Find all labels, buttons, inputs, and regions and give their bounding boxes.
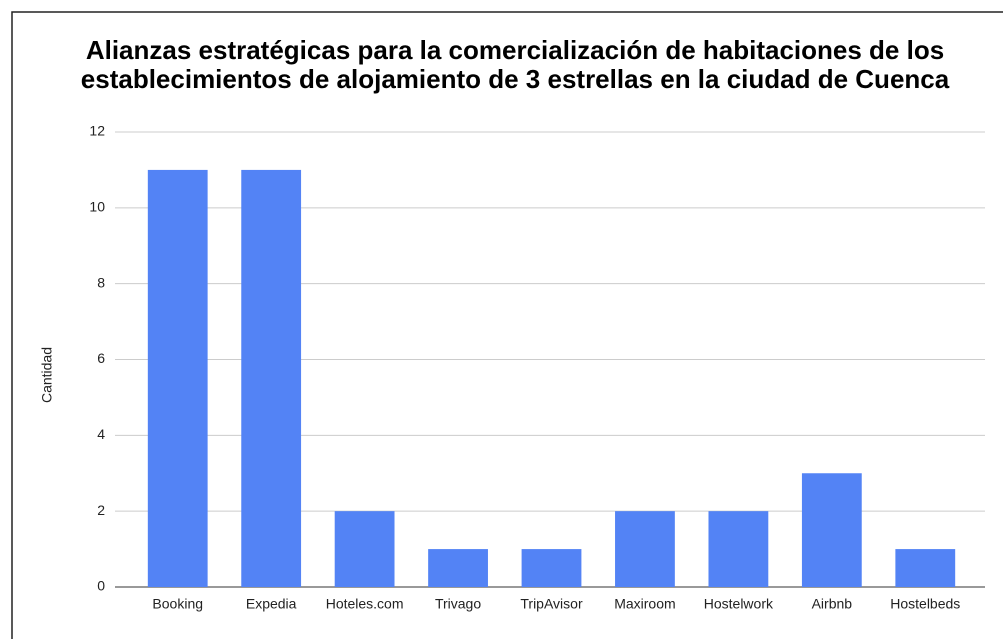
bar (521, 549, 582, 587)
x-tick-label: Booking (152, 596, 203, 612)
y-tick-label: 2 (97, 502, 105, 518)
y-tick-label: 0 (97, 578, 105, 594)
bar (334, 511, 395, 587)
x-tick-label: Hostelbeds (890, 596, 960, 612)
bar (241, 169, 302, 587)
x-tick-label: Expedia (246, 596, 297, 612)
chart-title: Alianzas estratégicas para la comerciali… (80, 35, 950, 94)
y-tick-label: 12 (89, 123, 105, 139)
bar (708, 511, 769, 587)
bar (895, 549, 956, 587)
y-tick-label: 8 (97, 274, 105, 290)
x-tick-label: Maxiroom (614, 596, 675, 612)
y-tick-label: 6 (97, 350, 105, 366)
x-tick-label: Trivago (435, 596, 481, 612)
x-tick-label: Airbnb (812, 596, 853, 612)
bar (147, 169, 208, 587)
y-tick-label: 10 (89, 199, 105, 215)
y-tick-label: 4 (97, 426, 105, 442)
bar (615, 511, 675, 587)
x-tick-label: TripAvisor (520, 596, 583, 612)
y-axis-label: Cantidad (39, 347, 55, 403)
x-tick-label: Hoteles.com (326, 596, 404, 612)
bar (428, 549, 488, 587)
bar (801, 473, 862, 587)
x-tick-label: Hostelwork (704, 596, 774, 612)
